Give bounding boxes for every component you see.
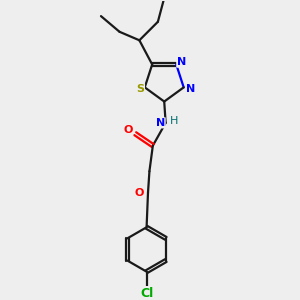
- Text: N: N: [177, 57, 186, 67]
- Text: Cl: Cl: [140, 287, 153, 300]
- Text: O: O: [134, 188, 144, 198]
- Text: N: N: [156, 118, 165, 128]
- Text: H: H: [169, 116, 178, 126]
- Text: O: O: [123, 125, 133, 135]
- Text: S: S: [136, 84, 145, 94]
- Text: N: N: [186, 84, 195, 94]
